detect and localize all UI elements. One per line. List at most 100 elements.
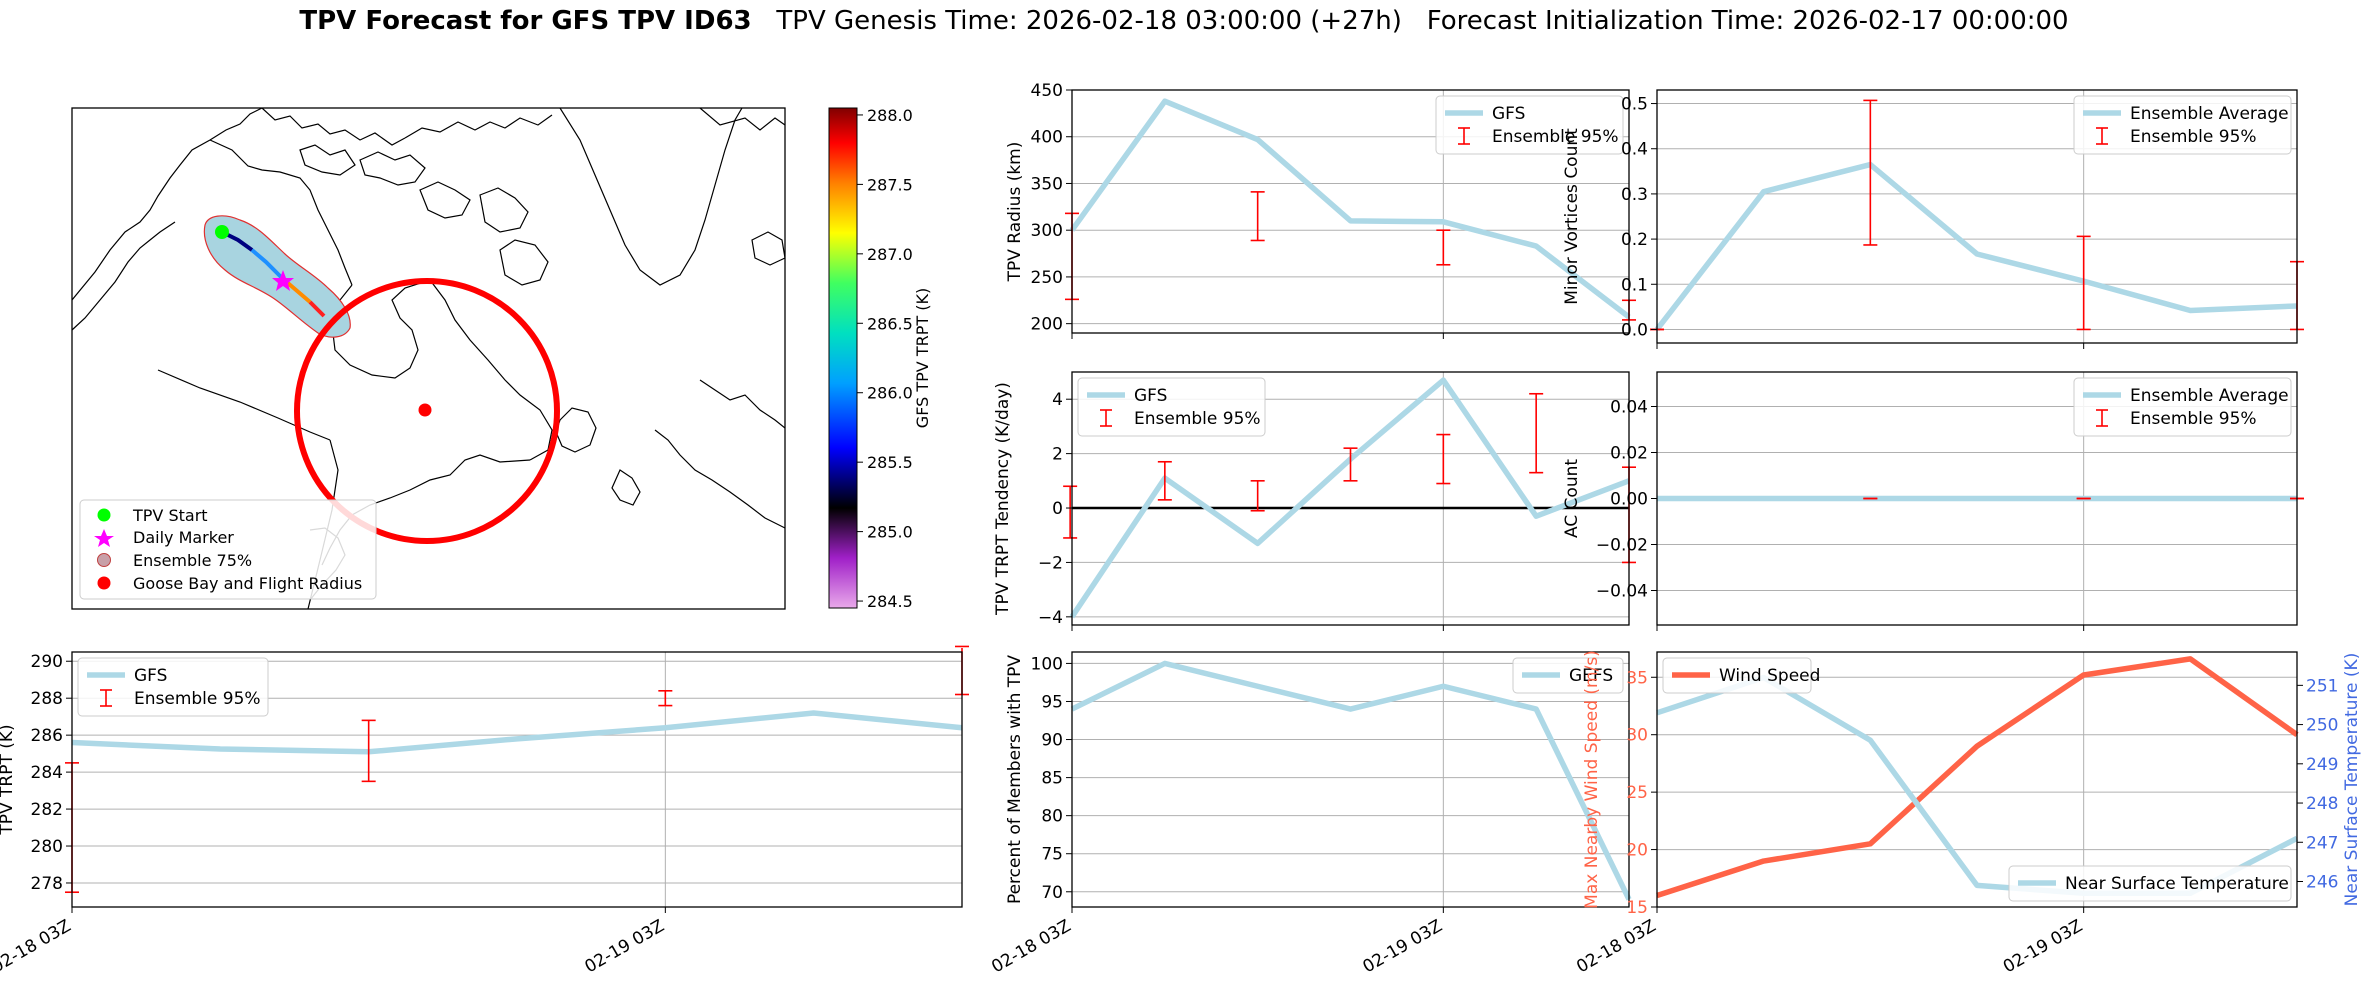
x-tick-label: 02-19 03Z (2000, 916, 2086, 977)
legend-label: Ensemble 95% (1134, 409, 1261, 429)
axes-frame (1656, 89, 2298, 344)
y-tick-label: 0.5 (1621, 95, 1648, 115)
chart-wind_temp: 15 20 25 30 35 02-18 03Z 02-19 03Z Max Nearby W… (1573, 650, 2362, 977)
error-bar (658, 690, 673, 707)
colorbar-gradient (828, 107, 858, 609)
error-bar (361, 719, 376, 783)
y-tick-label: 25 (1626, 783, 1648, 803)
y-tick-label: 0 (1052, 499, 1063, 519)
chart-percent: 70 75 80 85 90 95 100 02-18 03Z 02-19 03Z Percent… (988, 651, 1632, 977)
series-line-gfs (1069, 98, 1631, 320)
y-tick-label: 286 (31, 726, 63, 746)
legend-ensemble-75: Ensemble 75% (133, 551, 252, 570)
map-panel: TPV Start Daily Marker Ensemble 75% Goos… (71, 106, 932, 611)
y-tick-label: 95 (1041, 692, 1063, 712)
y-tick-label: 75 (1041, 845, 1063, 865)
x-tick-label: 02-18 03Z (988, 916, 1074, 977)
y-tick-label: 4 (1052, 390, 1063, 410)
y-axis-label: TPV TRPT Tendency (K/day) (993, 382, 1013, 616)
y-right-tick-label: 247 (2306, 833, 2338, 853)
y-tick-label: −4 (1038, 608, 1063, 628)
legend-label: Wind Speed (1719, 666, 1820, 686)
legend-box (2073, 95, 2292, 155)
chart-tendency: −4 −2 0 2 4 TPV TRPT Tendency (K/day) GFS Ensem… (993, 371, 1636, 631)
y-tick-label: 80 (1041, 807, 1063, 827)
y-tick-label: 400 (1031, 128, 1063, 148)
y-tick-label: 300 (1031, 221, 1063, 241)
flight-radius-circle (294, 278, 560, 544)
legend-label: Ensemble 95% (134, 689, 261, 709)
series-line-ensemble-average (1654, 161, 2298, 332)
legend-box (1662, 657, 1812, 694)
legend-tpv-start-icon (97, 508, 111, 522)
chart-radius: 200 250 300 350 400 450 TPV Radius (km) GFS Ense… (1005, 81, 1636, 339)
colorbar-tick-label: 287.0 (867, 245, 913, 264)
y-axis-label: Max Nearby Wind Speed (m/s) (1582, 650, 1602, 909)
series-line-gfs (71, 710, 963, 755)
y-tick-label: −2 (1038, 553, 1063, 573)
y-tick-label: 2 (1052, 445, 1063, 465)
legend-box (77, 657, 269, 717)
y-tick-label: 0.02 (1610, 444, 1648, 464)
y-tick-label: 0.1 (1621, 275, 1648, 295)
axes-frame (1071, 651, 1630, 908)
legend-ensemble-icon (97, 553, 111, 567)
legend-label: GFS (134, 666, 167, 686)
y-tick-label: 0.04 (1610, 398, 1648, 418)
legend-wind_temp: Wind Speed (1662, 657, 1820, 694)
y-tick-label: 0.2 (1621, 230, 1648, 250)
y-tick-label: 0.4 (1621, 140, 1648, 160)
y-tick-label: 20 (1626, 841, 1648, 861)
error-bar (1863, 99, 1878, 246)
y-tick-label: 290 (31, 652, 63, 672)
colorbar-tick-label: 288.0 (867, 106, 913, 125)
y-axis-label: Percent of Members with TPV (1005, 655, 1025, 904)
y-tick-label: 450 (1031, 81, 1063, 101)
legend-goose-bay-icon (97, 576, 111, 590)
legend-minor: Ensemble Average Ensemble 95% (2073, 95, 2292, 155)
axes-frame (1656, 651, 2298, 908)
axes-frame (1071, 371, 1630, 626)
legend-ac: Ensemble Average Ensemble 95% (2073, 377, 2292, 437)
y-tick-label: 35 (1626, 668, 1648, 688)
map-frame (71, 107, 786, 610)
axes-frame (1071, 89, 1630, 334)
legend-percent: GEFS (1512, 657, 1624, 694)
daily-marker (272, 270, 294, 291)
map-legend: TPV Start Daily Marker Ensemble 75% Goos… (79, 499, 377, 600)
y-tick-label: 30 (1626, 726, 1648, 746)
x-tick-label: 02-19 03Z (582, 916, 668, 977)
colorbar-tick-label: 286.0 (867, 384, 913, 403)
chart-trpt: 278 280 282 284 286 288 290 02-18 03Z 02-19 03Z T… (0, 645, 969, 977)
y-right-tick-label: 251 (2306, 676, 2338, 696)
legend-label: Near Surface Temperature (2065, 874, 2289, 894)
y-tick-label: 278 (31, 874, 63, 894)
legend-star-icon (94, 529, 114, 547)
legend-label: Ensemble Average (2130, 386, 2289, 406)
chart-minor: 0.0 0.1 0.2 0.3 0.4 0.5 Minor Vortices Count En… (1562, 89, 2304, 349)
legend-label: Ensemble 95% (2130, 127, 2257, 147)
y-tick-label: 284 (31, 763, 63, 783)
legend-box (1512, 657, 1624, 694)
legend-tpv-start: TPV Start (132, 506, 208, 525)
figure-title: TPV Forecast for GFS TPV ID63 TPV Genesi… (0, 6, 2368, 36)
y-tick-label: 0.3 (1621, 185, 1648, 205)
error-bar (1250, 191, 1265, 242)
title-rest: TPV Genesis Time: 2026-02-18 03:00:00 (+… (751, 6, 2069, 36)
axes-frame (71, 651, 963, 908)
error-bar (1157, 460, 1172, 501)
y-right-tick-label: 249 (2306, 755, 2338, 775)
legend-daily-marker: Daily Marker (133, 528, 234, 547)
y-tick-label: 70 (1041, 883, 1063, 903)
tpv-start-marker (215, 225, 229, 239)
error-bar (2076, 235, 2091, 331)
colorbar-label: GFS TPV TRPT (K) (913, 288, 932, 428)
y-tick-label: 85 (1041, 769, 1063, 789)
error-bar (1436, 433, 1451, 485)
y-tick-label: 90 (1041, 731, 1063, 751)
legend-trpt: GFS Ensemble 95% (77, 657, 269, 717)
colorbar-tick-label: 286.5 (867, 314, 913, 333)
y-tick-label: 15 (1626, 898, 1648, 918)
y-axis-label: Minor Vortices Count (1562, 128, 1582, 305)
